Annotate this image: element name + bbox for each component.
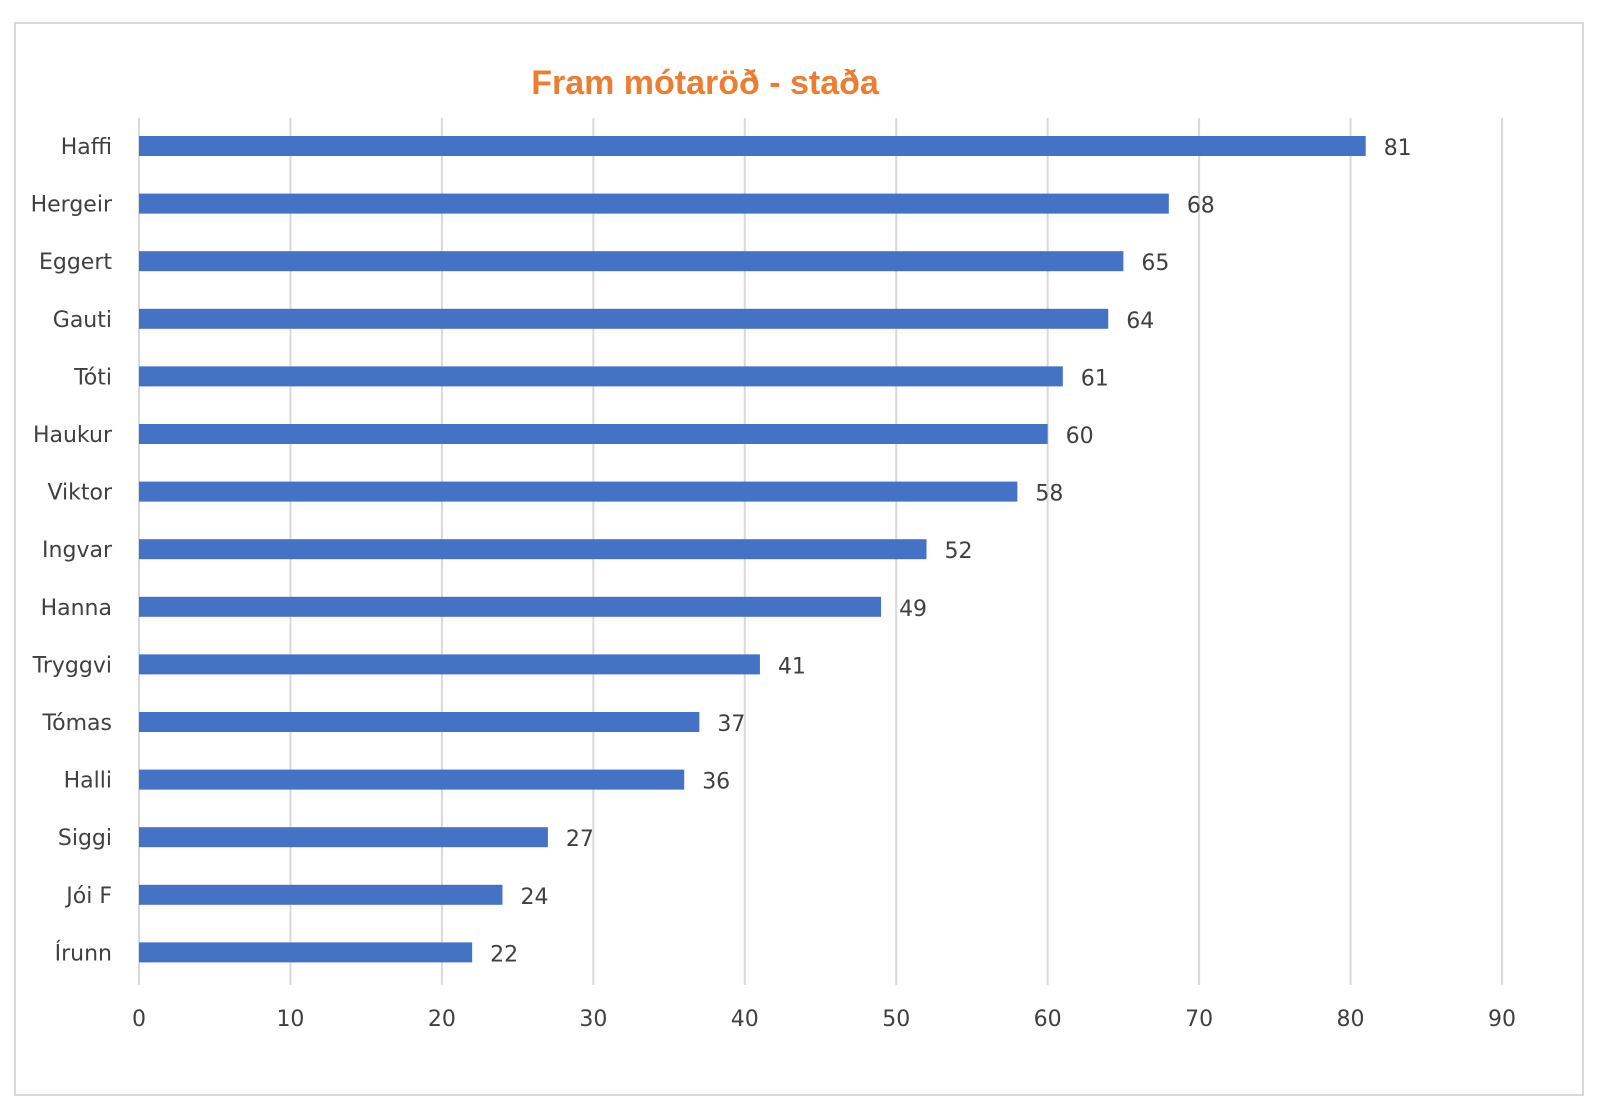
data-label: 58 (1035, 482, 1063, 507)
data-label: 36 (702, 770, 730, 795)
bar (139, 193, 1169, 214)
bar (139, 481, 1018, 502)
bar (139, 424, 1048, 444)
category-label: Siggi (58, 826, 112, 851)
data-label: 37 (717, 712, 745, 737)
data-label: 24 (520, 885, 548, 910)
x-tick-label: 30 (579, 1007, 607, 1032)
category-label: Ingvar (42, 538, 113, 563)
bars (139, 136, 1366, 963)
data-label: 52 (945, 539, 973, 564)
bar (139, 366, 1063, 387)
category-label: Hanna (41, 596, 112, 621)
bar (139, 308, 1109, 329)
data-label: 68 (1187, 194, 1215, 219)
bar (139, 136, 1366, 156)
category-label: Hergeir (31, 193, 113, 218)
x-tick-label: 70 (1185, 1007, 1213, 1032)
category-label: Eggert (39, 250, 112, 275)
data-labels: 81 68 65 64 61 60 58 52 49 41 37 36 27 24 22 (490, 136, 1412, 967)
data-label: 41 (778, 654, 806, 679)
data-label: 65 (1141, 251, 1169, 276)
data-label: 61 (1081, 366, 1109, 391)
data-label: 60 (1066, 424, 1094, 449)
category-label: Tómas (41, 711, 112, 736)
category-label: Haukur (33, 423, 113, 448)
bar (139, 942, 473, 963)
bar (139, 596, 882, 617)
x-tick-label: 80 (1337, 1007, 1365, 1032)
x-tick-label: 10 (276, 1007, 304, 1032)
x-tick-label: 40 (731, 1007, 759, 1032)
x-tick-label: 20 (428, 1007, 456, 1032)
category-label: Írunn (55, 940, 112, 966)
bar (139, 539, 927, 560)
category-label: Halli (64, 769, 112, 794)
category-label: Gauti (53, 308, 112, 333)
category-label: Tryggvi (32, 653, 112, 678)
category-label: Jói F (64, 884, 112, 909)
bar (139, 712, 700, 732)
x-tick-label: 90 (1488, 1007, 1516, 1032)
category-label: Tóti (73, 365, 112, 390)
data-label: 64 (1126, 309, 1154, 334)
x-tick-label: 0 (132, 1007, 146, 1032)
data-label: 22 (490, 942, 518, 967)
x-tick-label: 50 (882, 1007, 910, 1032)
bar (139, 654, 760, 675)
data-label: 27 (566, 827, 594, 852)
data-label: 81 (1384, 136, 1412, 161)
data-label: 49 (899, 597, 927, 622)
bar (139, 827, 548, 848)
category-labels: Haffi Hergeir Eggert Gauti Tóti Haukur Viktor I… (31, 135, 113, 966)
chart-title: Fram mótaröð - staða (531, 64, 880, 102)
category-label: Viktor (47, 481, 113, 506)
bar (139, 884, 503, 905)
x-tick-label: 60 (1034, 1007, 1062, 1032)
bar (139, 769, 685, 790)
bar (139, 251, 1124, 272)
category-label: Haffi (61, 135, 112, 160)
x-tick-labels: 0 10 20 30 40 50 60 70 80 90 (132, 1007, 1516, 1032)
